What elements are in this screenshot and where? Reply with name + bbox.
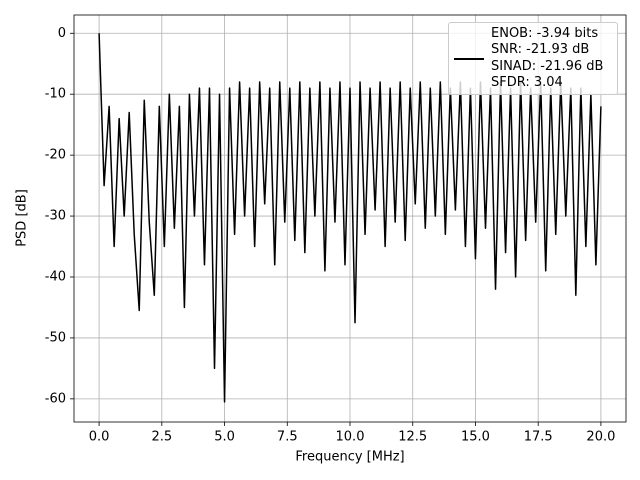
x-tick-label: 12.5 bbox=[398, 430, 427, 445]
legend-label: ENOB: -3.94 bits SNR: -21.93 dB SINAD: -… bbox=[491, 26, 604, 91]
line bbox=[98, 33, 602, 403]
y-tick-label: -20 bbox=[45, 148, 66, 163]
y-tick-label: -40 bbox=[45, 269, 66, 284]
x-tick-label: 0.0 bbox=[89, 430, 110, 445]
y-tick-label: -10 bbox=[45, 87, 66, 102]
x-tick-label: 7.5 bbox=[277, 430, 298, 445]
x-axis-label: Frequency [MHz] bbox=[295, 450, 404, 465]
legend: ENOB: -3.94 bits SNR: -21.93 dB SINAD: -… bbox=[448, 22, 618, 95]
x-tick-label: 20.0 bbox=[586, 430, 615, 445]
x-tick-label: 5.0 bbox=[214, 430, 235, 445]
y-tick-label: -50 bbox=[45, 330, 66, 345]
x-tick-label: 2.5 bbox=[151, 430, 172, 445]
y-tick-label: 0 bbox=[58, 26, 66, 41]
x-tick-label: 15.0 bbox=[461, 430, 490, 445]
y-tick-label: -30 bbox=[45, 209, 66, 224]
y-axis-label: PSD [dB] bbox=[15, 189, 30, 247]
plot-frame bbox=[73, 14, 627, 423]
x-tick-label: 10.0 bbox=[336, 430, 365, 445]
y-tick-label: -60 bbox=[45, 391, 66, 406]
x-tick-label: 17.5 bbox=[524, 430, 553, 445]
legend-swatch bbox=[454, 58, 484, 60]
